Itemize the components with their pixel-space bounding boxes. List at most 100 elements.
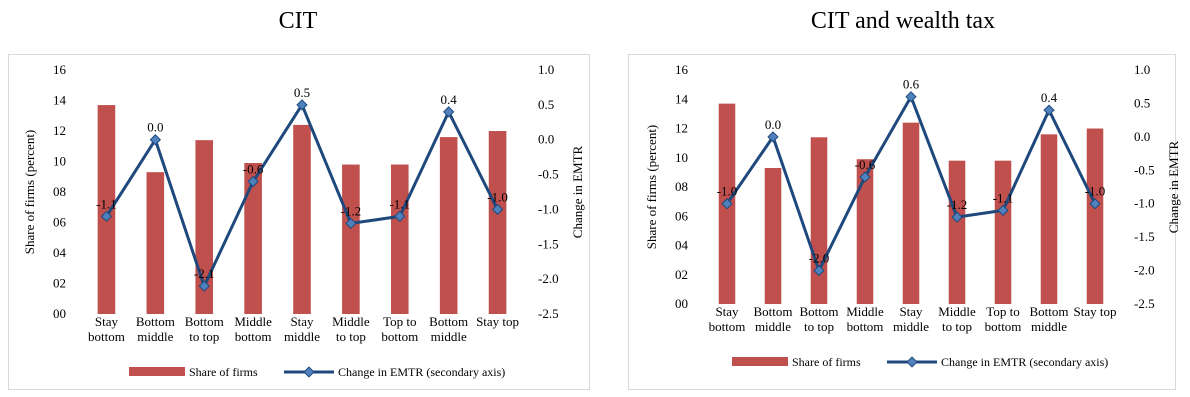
data-label-emtr: -1.0 xyxy=(487,189,508,204)
point-change-in-emtr xyxy=(198,280,210,292)
x-tick-label: Bottom xyxy=(429,314,468,329)
data-label-emtr: 0.0 xyxy=(765,117,781,132)
data-label-emtr: -1.1 xyxy=(96,196,117,211)
x-tick-label: Stay xyxy=(95,314,119,329)
x-tick-label: Bottom xyxy=(185,314,224,329)
data-label-emtr: 0.4 xyxy=(1041,90,1058,105)
x-tick-label: to top xyxy=(804,319,834,334)
y-tick-label: 16 xyxy=(675,62,689,77)
x-tick-label: Bottom xyxy=(799,304,838,319)
y-axis-title: Share of firms (percent) xyxy=(22,130,37,255)
data-label-emtr: -1.1 xyxy=(993,190,1014,205)
y-tick-label: 04 xyxy=(53,245,67,260)
bar-share-of-firms xyxy=(1086,128,1104,304)
x-tick-label: bottom xyxy=(381,329,418,344)
x-tick-label: middle xyxy=(1031,319,1067,334)
y2-tick-label: -0.5 xyxy=(1134,162,1155,177)
y-tick-label: 14 xyxy=(675,91,689,106)
bar-share-of-firms xyxy=(994,160,1012,304)
y-tick-label: 08 xyxy=(675,179,688,194)
point-change-in-emtr xyxy=(905,91,917,103)
y2-tick-label: -2.5 xyxy=(538,306,559,321)
bar-share-of-firms xyxy=(97,105,116,314)
data-label-emtr: 0.6 xyxy=(903,77,920,92)
bar-share-of-firms xyxy=(439,137,458,314)
x-tick-label: to top xyxy=(189,329,219,344)
y-tick-label: 10 xyxy=(675,150,688,165)
y2-tick-label: -1.0 xyxy=(538,201,559,216)
data-label-emtr: 0.5 xyxy=(294,85,310,100)
point-change-in-emtr xyxy=(1043,104,1055,116)
y2-tick-label: 0.0 xyxy=(1134,129,1150,144)
x-tick-label: middle xyxy=(755,319,791,334)
legend-swatch-share-of-firms xyxy=(732,357,788,366)
y2-tick-label: 0.5 xyxy=(538,97,554,112)
point-change-in-emtr xyxy=(767,131,779,143)
x-tick-label: Stay xyxy=(715,304,739,319)
bar-share-of-firms xyxy=(293,124,311,315)
point-change-in-emtr xyxy=(997,204,1009,217)
y2-tick-label: 1.0 xyxy=(1134,62,1150,77)
point-change-in-emtr xyxy=(859,171,871,183)
x-tick-label: Bottom xyxy=(753,304,792,319)
legend-label-change-in-emtr: Change in EMTR (secondary axis) xyxy=(941,355,1108,369)
x-tick-label: Top to xyxy=(383,314,416,329)
x-tick-label: middle xyxy=(137,329,173,344)
y2-tick-label: 0.5 xyxy=(1134,95,1150,110)
x-tick-label: Stay xyxy=(899,304,923,319)
y-axis-title: Share of firms (percent) xyxy=(644,125,659,250)
point-change-in-emtr xyxy=(951,211,963,223)
y-tick-label: 14 xyxy=(53,93,67,108)
point-change-in-emtr xyxy=(247,175,259,188)
bar-share-of-firms xyxy=(342,164,360,314)
y-tick-label: 04 xyxy=(675,238,689,253)
bar-share-of-firms xyxy=(244,163,262,314)
data-label-emtr: -1.1 xyxy=(389,196,410,211)
y-tick-label: 10 xyxy=(53,154,66,169)
x-tick-label: Bottom xyxy=(1029,304,1068,319)
point-change-in-emtr xyxy=(813,264,825,277)
x-tick-label: Middle xyxy=(234,314,272,329)
point-change-in-emtr xyxy=(721,198,733,210)
x-tick-label: middle xyxy=(893,319,929,334)
y-tick-label: 02 xyxy=(675,267,688,282)
legend-label-share-of-firms: Share of firms xyxy=(792,355,861,369)
bar-share-of-firms xyxy=(764,167,782,304)
y-tick-label: 06 xyxy=(53,215,67,230)
bar-share-of-firms xyxy=(856,159,874,304)
y2-tick-label: -1.0 xyxy=(1134,196,1155,211)
y2-tick-label: -2.0 xyxy=(1134,263,1155,278)
data-label-emtr: -2.0 xyxy=(809,251,830,266)
y-tick-label: 08 xyxy=(53,184,66,199)
x-tick-label: to top xyxy=(336,329,366,344)
point-change-in-emtr xyxy=(345,217,357,230)
y-tick-label: 12 xyxy=(675,121,688,136)
x-tick-label: Top to xyxy=(986,304,1019,319)
legend-swatch-share-of-firms xyxy=(129,367,185,376)
bar-share-of-firms xyxy=(948,160,966,304)
chart-title-cit-wealth-tax: CIT and wealth tax xyxy=(810,8,996,34)
chart-title-cit: CIT xyxy=(278,8,318,34)
x-tick-label: Stay top xyxy=(476,314,519,329)
y2-tick-label: -2.0 xyxy=(538,271,559,286)
point-change-in-emtr xyxy=(100,210,113,223)
y2-axis-title: Change in EMTR xyxy=(570,145,585,238)
chart-cit-wealth-tax: 00 02 04 06 08 10 12 14 16 -2.5 -2.0 -1.5 -1.0 -0.5 0.… xyxy=(628,54,1181,390)
point-change-in-emtr xyxy=(491,203,504,216)
data-label-emtr: -0.6 xyxy=(855,157,876,172)
data-label-emtr: -1.0 xyxy=(717,184,738,199)
y-tick-label: 00 xyxy=(675,296,688,311)
legend-marker-change-in-emtr xyxy=(303,366,315,378)
legend-label-change-in-emtr: Change in EMTR (secondary axis) xyxy=(338,365,505,379)
x-tick-label: bottom xyxy=(88,329,125,344)
x-tick-label: Stay xyxy=(290,314,314,329)
bar-share-of-firms xyxy=(1040,134,1058,304)
x-tick-label: bottom xyxy=(847,319,884,334)
data-label-emtr: -2.1 xyxy=(194,266,215,281)
point-change-in-emtr xyxy=(296,99,308,111)
point-change-in-emtr xyxy=(1089,198,1101,210)
x-tick-label: middle xyxy=(284,329,320,344)
point-change-in-emtr xyxy=(394,210,406,223)
data-label-emtr: 0.4 xyxy=(441,92,458,107)
y-tick-label: 00 xyxy=(53,306,66,321)
